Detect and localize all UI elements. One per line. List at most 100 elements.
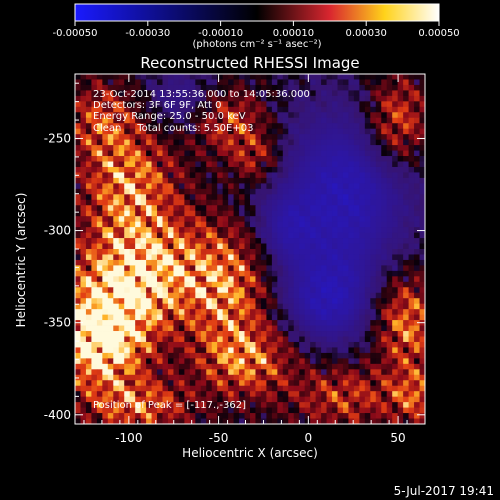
heatmap-cell bbox=[233, 287, 240, 294]
heatmap-cell bbox=[277, 90, 284, 97]
heatmap-cell bbox=[271, 402, 278, 408]
heatmap-cell bbox=[332, 298, 338, 305]
heatmap-cell bbox=[326, 352, 333, 359]
heatmap-cell bbox=[146, 188, 152, 195]
heatmap-cell bbox=[359, 325, 366, 332]
heatmap-cell bbox=[359, 287, 366, 294]
heatmap-cell bbox=[348, 128, 355, 135]
heatmap-cell bbox=[255, 205, 262, 212]
heatmap-cell bbox=[140, 90, 147, 97]
heatmap-cell bbox=[189, 259, 196, 266]
heatmap-cell bbox=[178, 325, 185, 332]
heatmap-cell bbox=[370, 369, 377, 376]
heatmap-cell bbox=[233, 199, 240, 206]
heatmap-cell bbox=[277, 314, 284, 321]
heatmap-cell bbox=[96, 106, 103, 113]
heatmap-cell bbox=[129, 249, 136, 255]
heatmap-cell bbox=[200, 309, 207, 316]
heatmap-cell bbox=[397, 374, 404, 381]
heatmap-cell bbox=[124, 232, 131, 239]
heatmap-cell bbox=[151, 259, 158, 266]
heatmap-cell bbox=[140, 216, 147, 223]
heatmap-cell bbox=[408, 177, 415, 184]
heatmap-cell bbox=[321, 84, 327, 91]
heatmap-cell bbox=[239, 331, 245, 337]
heatmap-cell bbox=[266, 177, 273, 184]
heatmap-cell bbox=[353, 407, 360, 414]
heatmap-cell bbox=[353, 358, 360, 365]
heatmap-cell bbox=[228, 407, 234, 414]
heatmap-cell bbox=[140, 139, 147, 146]
heatmap-cell bbox=[414, 166, 420, 173]
heatmap-cell bbox=[293, 210, 300, 217]
heatmap-cell bbox=[113, 265, 120, 272]
heatmap-cell bbox=[124, 123, 131, 130]
heatmap-cell bbox=[206, 413, 213, 419]
heatmap-cell bbox=[85, 216, 92, 223]
heatmap-cell bbox=[107, 79, 114, 86]
heatmap-cell bbox=[337, 205, 344, 212]
heatmap-cell bbox=[239, 298, 245, 305]
heatmap-cell bbox=[419, 172, 426, 179]
heatmap-cell bbox=[80, 74, 87, 80]
heatmap-cell bbox=[397, 413, 404, 419]
heatmap-cell bbox=[408, 276, 415, 283]
heatmap-cell bbox=[370, 177, 377, 184]
heatmap-cell bbox=[178, 309, 185, 316]
heatmap-cell bbox=[151, 199, 158, 206]
heatmap-cell bbox=[293, 156, 300, 162]
heatmap-cell bbox=[271, 325, 278, 332]
heatmap-cell bbox=[381, 243, 388, 250]
heatmap-cell bbox=[157, 341, 163, 348]
heatmap-cell bbox=[353, 391, 360, 398]
heatmap-cell bbox=[408, 374, 415, 381]
heatmap-cell bbox=[271, 139, 278, 146]
heatmap-cell bbox=[326, 259, 333, 266]
heatmap-cell bbox=[288, 396, 295, 403]
heatmap-cell bbox=[342, 166, 349, 173]
heatmap-cell bbox=[162, 194, 169, 201]
heatmap-cell bbox=[75, 188, 81, 195]
heatmap-cell bbox=[113, 270, 120, 277]
heatmap-cell bbox=[140, 380, 147, 387]
heatmap-cell bbox=[140, 270, 147, 277]
heatmap-cell bbox=[403, 177, 409, 184]
heatmap-cell bbox=[403, 188, 409, 195]
heatmap-cell bbox=[403, 150, 409, 157]
heatmap-cell bbox=[146, 150, 152, 157]
heatmap-cell bbox=[91, 298, 98, 305]
heatmap-cell bbox=[348, 139, 355, 146]
heatmap-cell bbox=[381, 74, 388, 80]
heatmap-cell bbox=[239, 270, 245, 277]
heatmap-cell bbox=[386, 363, 393, 370]
heatmap-cell bbox=[167, 407, 174, 414]
heatmap-cell bbox=[381, 407, 388, 414]
heatmap-cell bbox=[271, 216, 278, 223]
heatmap-cell bbox=[359, 418, 366, 425]
heatmap-cell bbox=[151, 380, 158, 387]
heatmap-cell bbox=[250, 123, 256, 130]
heatmap-cell bbox=[353, 150, 360, 157]
heatmap-cell bbox=[206, 227, 213, 233]
heatmap-cell bbox=[222, 177, 229, 184]
heatmap-cell bbox=[233, 172, 240, 179]
heatmap-cell bbox=[282, 309, 289, 316]
heatmap-cell bbox=[370, 205, 377, 212]
heatmap-cell bbox=[381, 374, 388, 381]
heatmap-cell bbox=[118, 177, 125, 184]
heatmap-cell bbox=[277, 347, 284, 354]
heatmap-cell bbox=[315, 303, 322, 310]
heatmap-cell bbox=[107, 199, 114, 206]
heatmap-cell bbox=[233, 402, 240, 408]
heatmap-cell bbox=[359, 194, 366, 201]
heatmap-cell bbox=[206, 249, 213, 255]
heatmap-cell bbox=[135, 139, 142, 146]
heatmap-cell bbox=[167, 352, 174, 359]
heatmap-cell bbox=[206, 407, 213, 414]
heatmap-cell bbox=[233, 177, 240, 184]
heatmap-cell bbox=[211, 287, 218, 294]
heatmap-cell bbox=[260, 358, 267, 365]
heatmap-cell bbox=[337, 265, 344, 272]
heatmap-cell bbox=[408, 95, 415, 102]
heatmap-cell bbox=[337, 413, 344, 419]
